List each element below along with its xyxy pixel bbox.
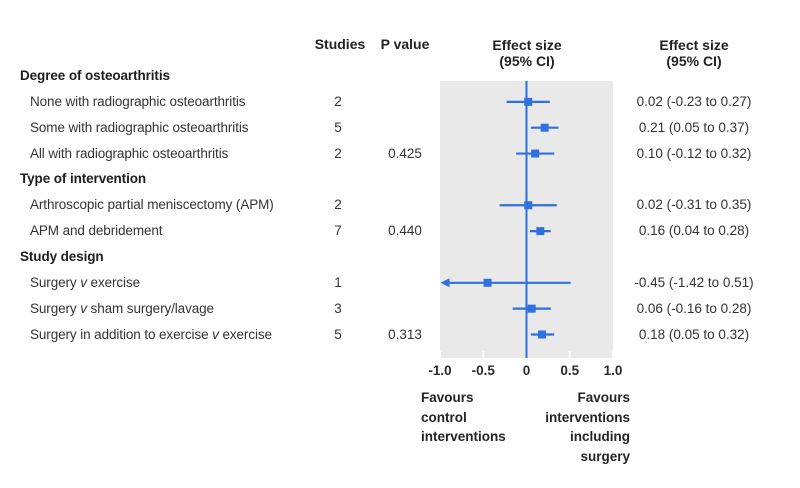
favours-control-line2: control — [421, 409, 467, 425]
effect-size-text-header-line2: (95% CI) — [666, 53, 722, 69]
effect-size-marker — [536, 227, 545, 236]
studies-count: 2 — [334, 145, 342, 161]
effect-size-plot-header-line1: Effect size — [492, 37, 562, 53]
axis-tick-notch — [440, 351, 441, 358]
effect-size-marker — [524, 97, 533, 106]
studies-count: 2 — [334, 197, 342, 213]
forest-plot-svg — [440, 81, 613, 358]
axis-tick-label: 1.0 — [603, 363, 623, 378]
effect-size-text-header-line1: Effect size — [659, 37, 729, 53]
studies-count: 2 — [334, 93, 342, 109]
versus-italic: v — [212, 326, 219, 342]
row-group-label: Degree of osteoarthritis — [20, 68, 170, 83]
effect-ci-text: 0.06 (-0.16 to 0.28) — [636, 300, 752, 316]
axis-tick-notch — [482, 351, 485, 358]
favours-control-line3: interventions — [421, 429, 506, 444]
p-value: 0.313 — [388, 326, 422, 342]
effect-size-marker — [538, 330, 547, 339]
row-group-label: Study design — [20, 249, 104, 264]
favours-interventions-line2: interventions — [545, 409, 630, 425]
versus-italic: v — [80, 300, 87, 316]
favours-control-line1: Favours — [421, 390, 474, 405]
effect-ci-text: -0.45 (-1.42 to 0.51) — [634, 274, 754, 290]
row-group-label: Type of intervention — [20, 171, 147, 187]
p-value: 0.425 — [388, 145, 422, 161]
row-label: Surgery v sham surgery/lavage — [30, 300, 214, 316]
versus-italic: v — [80, 274, 87, 290]
studies-count: 1 — [334, 274, 342, 290]
axis-tick-label: 0.5 — [560, 363, 580, 378]
row-label: None with radiographic osteoarthritis — [30, 93, 246, 109]
p-value: 0.440 — [388, 223, 422, 239]
effect-ci-text: 0.02 (-0.23 to 0.27) — [636, 93, 752, 109]
row-label: Surgery v exercise — [30, 274, 141, 290]
effect-ci-text: 0.10 (-0.12 to 0.32) — [636, 145, 752, 161]
favours-control-label: Favours control interventions — [421, 388, 506, 447]
studies-count: 7 — [334, 223, 342, 239]
effect-ci-text: 0.16 (0.04 to 0.28) — [638, 223, 750, 239]
effect-size-plot-header: Effect size (95% CI) — [447, 37, 607, 69]
axis-tick-label: -1.0 — [428, 363, 452, 378]
axis-tick-notch — [612, 351, 613, 358]
studies-count: 5 — [334, 119, 342, 135]
axis-tick-label: -0.5 — [471, 363, 495, 378]
p-value-column-header: P value — [380, 36, 430, 52]
row-label: All with radiographic osteoarthritis — [30, 145, 229, 161]
effect-ci-text: 0.18 (0.05 to 0.32) — [638, 326, 750, 342]
effect-ci-text: 0.02 (-0.31 to 0.35) — [636, 197, 752, 213]
row-label: Some with radiographic osteoarthritis — [30, 119, 249, 135]
axis-tick-label: 0 — [522, 363, 531, 378]
effect-size-marker — [531, 149, 540, 158]
favours-interventions-line1: Favours — [577, 390, 630, 405]
effect-ci-text: 0.21 (0.05 to 0.37) — [638, 119, 750, 135]
row-label: APM and debridement — [30, 223, 163, 239]
effect-size-text-header: Effect size (95% CI) — [614, 37, 774, 69]
effect-size-marker — [483, 278, 492, 287]
ci-clipped-left-arrow — [440, 278, 450, 288]
axis-tick-notch — [568, 351, 571, 358]
effect-size-plot-header-line2: (95% CI) — [499, 53, 555, 69]
studies-count: 3 — [334, 300, 342, 316]
studies-column-header: Studies — [314, 36, 366, 52]
studies-count: 5 — [334, 326, 342, 342]
row-label: Surgery in addition to exercise v exerci… — [30, 326, 272, 342]
favours-interventions-line3: including — [570, 429, 630, 444]
effect-size-marker — [527, 304, 536, 313]
effect-size-marker — [524, 201, 533, 210]
favours-interventions-label: Favours interventions including surgery — [460, 388, 630, 466]
favours-interventions-line4: surgery — [580, 448, 630, 464]
row-label: Arthroscopic partial meniscectomy (APM) — [30, 197, 274, 213]
effect-size-marker — [540, 123, 549, 132]
